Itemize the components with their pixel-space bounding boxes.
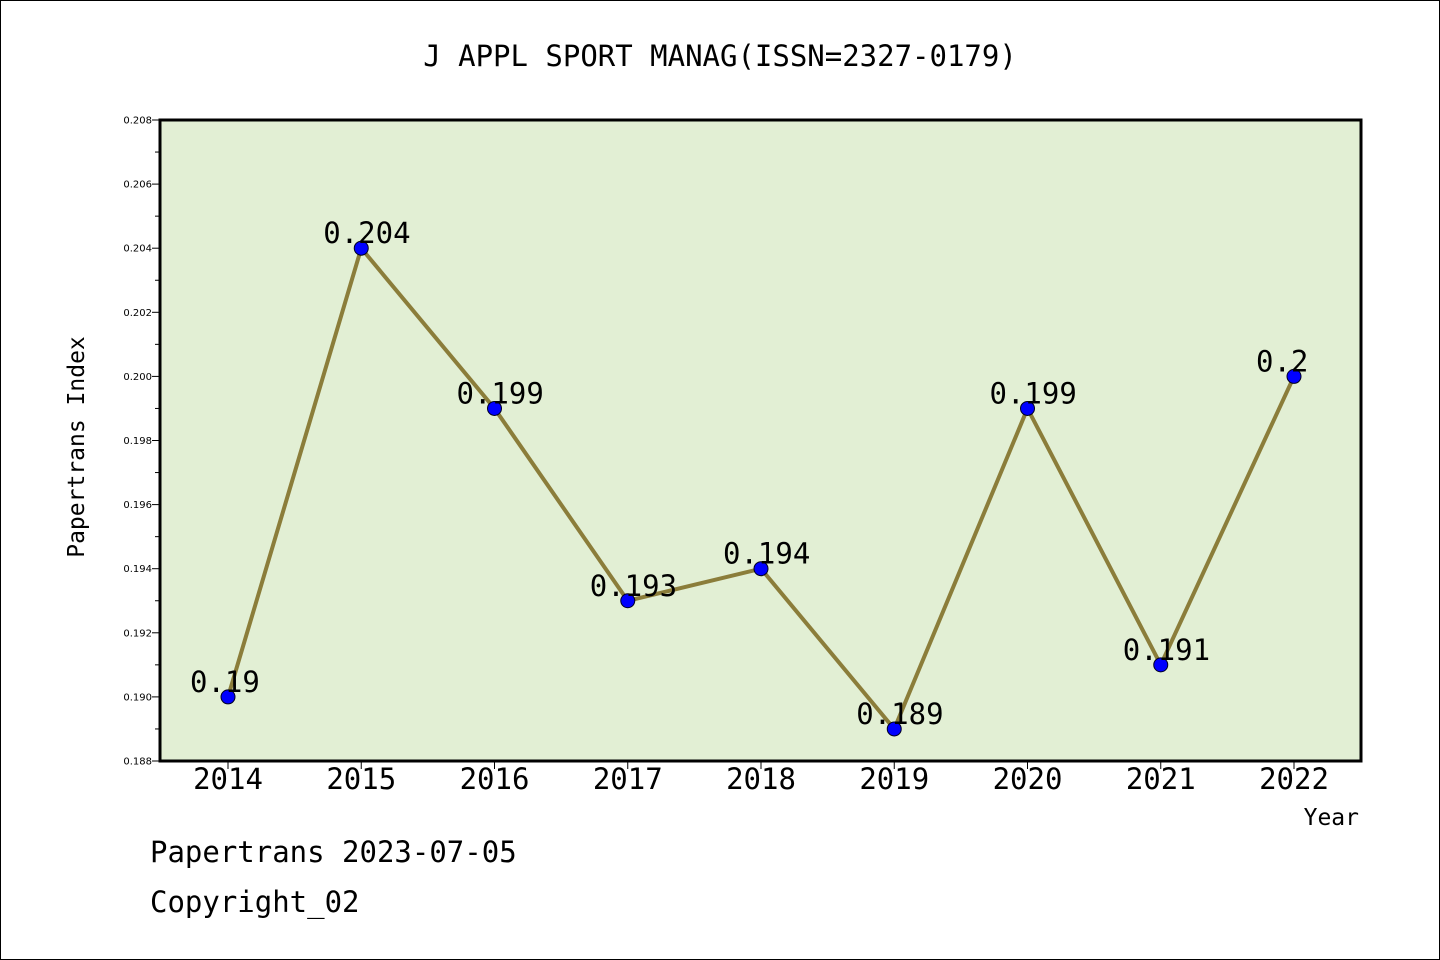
data-label: 0.19: [190, 665, 260, 699]
data-markers: [220, 240, 1302, 737]
x-tick-label: 2018: [726, 762, 796, 796]
x-tick-label: 2017: [593, 762, 663, 796]
x-axis-label: Year: [1304, 805, 1359, 831]
x-tick-label: 2016: [460, 762, 530, 796]
y-tick-label: 0.188: [123, 757, 152, 768]
x-axis: 2014 2015 2016 2017 2018 2019 2020 2021 2022: [193, 761, 1329, 796]
data-point: [753, 561, 769, 577]
data-label: 0.204: [323, 216, 410, 250]
y-tick-label: 0.200: [123, 372, 152, 383]
data-label: 0.199: [457, 376, 544, 410]
data-point: [1020, 400, 1035, 416]
plot-area: [160, 120, 1361, 761]
data-label: 0.194: [723, 537, 810, 571]
x-tick-label: 2021: [1126, 762, 1196, 796]
footer-date: Papertrans 2023-07-05: [150, 835, 517, 869]
data-point: [220, 689, 236, 705]
data-label: 0.189: [856, 697, 943, 731]
x-tick-label: 2019: [859, 762, 929, 796]
data-point: [1286, 368, 1302, 384]
data-label: 0.2: [1256, 344, 1308, 378]
y-axis-label: Papertrans Index: [64, 336, 90, 558]
data-point: [886, 721, 902, 737]
y-tick-label: 0.198: [123, 436, 152, 447]
data-point: [353, 240, 369, 256]
data-label: 0.193: [590, 569, 677, 603]
data-point: [1153, 657, 1169, 673]
y-tick-label: 0.190: [123, 692, 152, 703]
x-tick-label: 2015: [326, 762, 396, 796]
data-label: 0.191: [1123, 633, 1210, 667]
data-label: 0.199: [990, 376, 1077, 410]
y-tick-label: 0.194: [123, 564, 152, 575]
x-tick-label: 2022: [1259, 762, 1329, 796]
y-tick-label: 0.204: [123, 244, 152, 255]
y-axis: 0.188 0.190 0.192 0.194 0.196 0.198 0.200 0.202…: [123, 116, 160, 768]
plot-border: [158, 118, 1363, 763]
y-tick-label: 0.192: [123, 628, 152, 639]
y-tick-label: 0.206: [123, 180, 152, 191]
data-point: [487, 400, 502, 416]
y-tick-label: 0.202: [123, 308, 152, 319]
y-tick-label: 0.196: [123, 500, 152, 511]
data-labels: 0.19 0.204 0.199 0.193 0.194 0.189 0.199 0.191 0…: [190, 216, 1308, 731]
footer-copyright: Copyright_02: [150, 885, 360, 919]
x-tick-label: 2014: [193, 762, 263, 796]
data-point: [620, 593, 636, 609]
y-tick-label: 0.208: [123, 116, 152, 127]
chart-title: J APPL SPORT MANAG(ISSN=2327-0179): [423, 39, 1017, 73]
x-tick-label: 2020: [993, 762, 1063, 796]
